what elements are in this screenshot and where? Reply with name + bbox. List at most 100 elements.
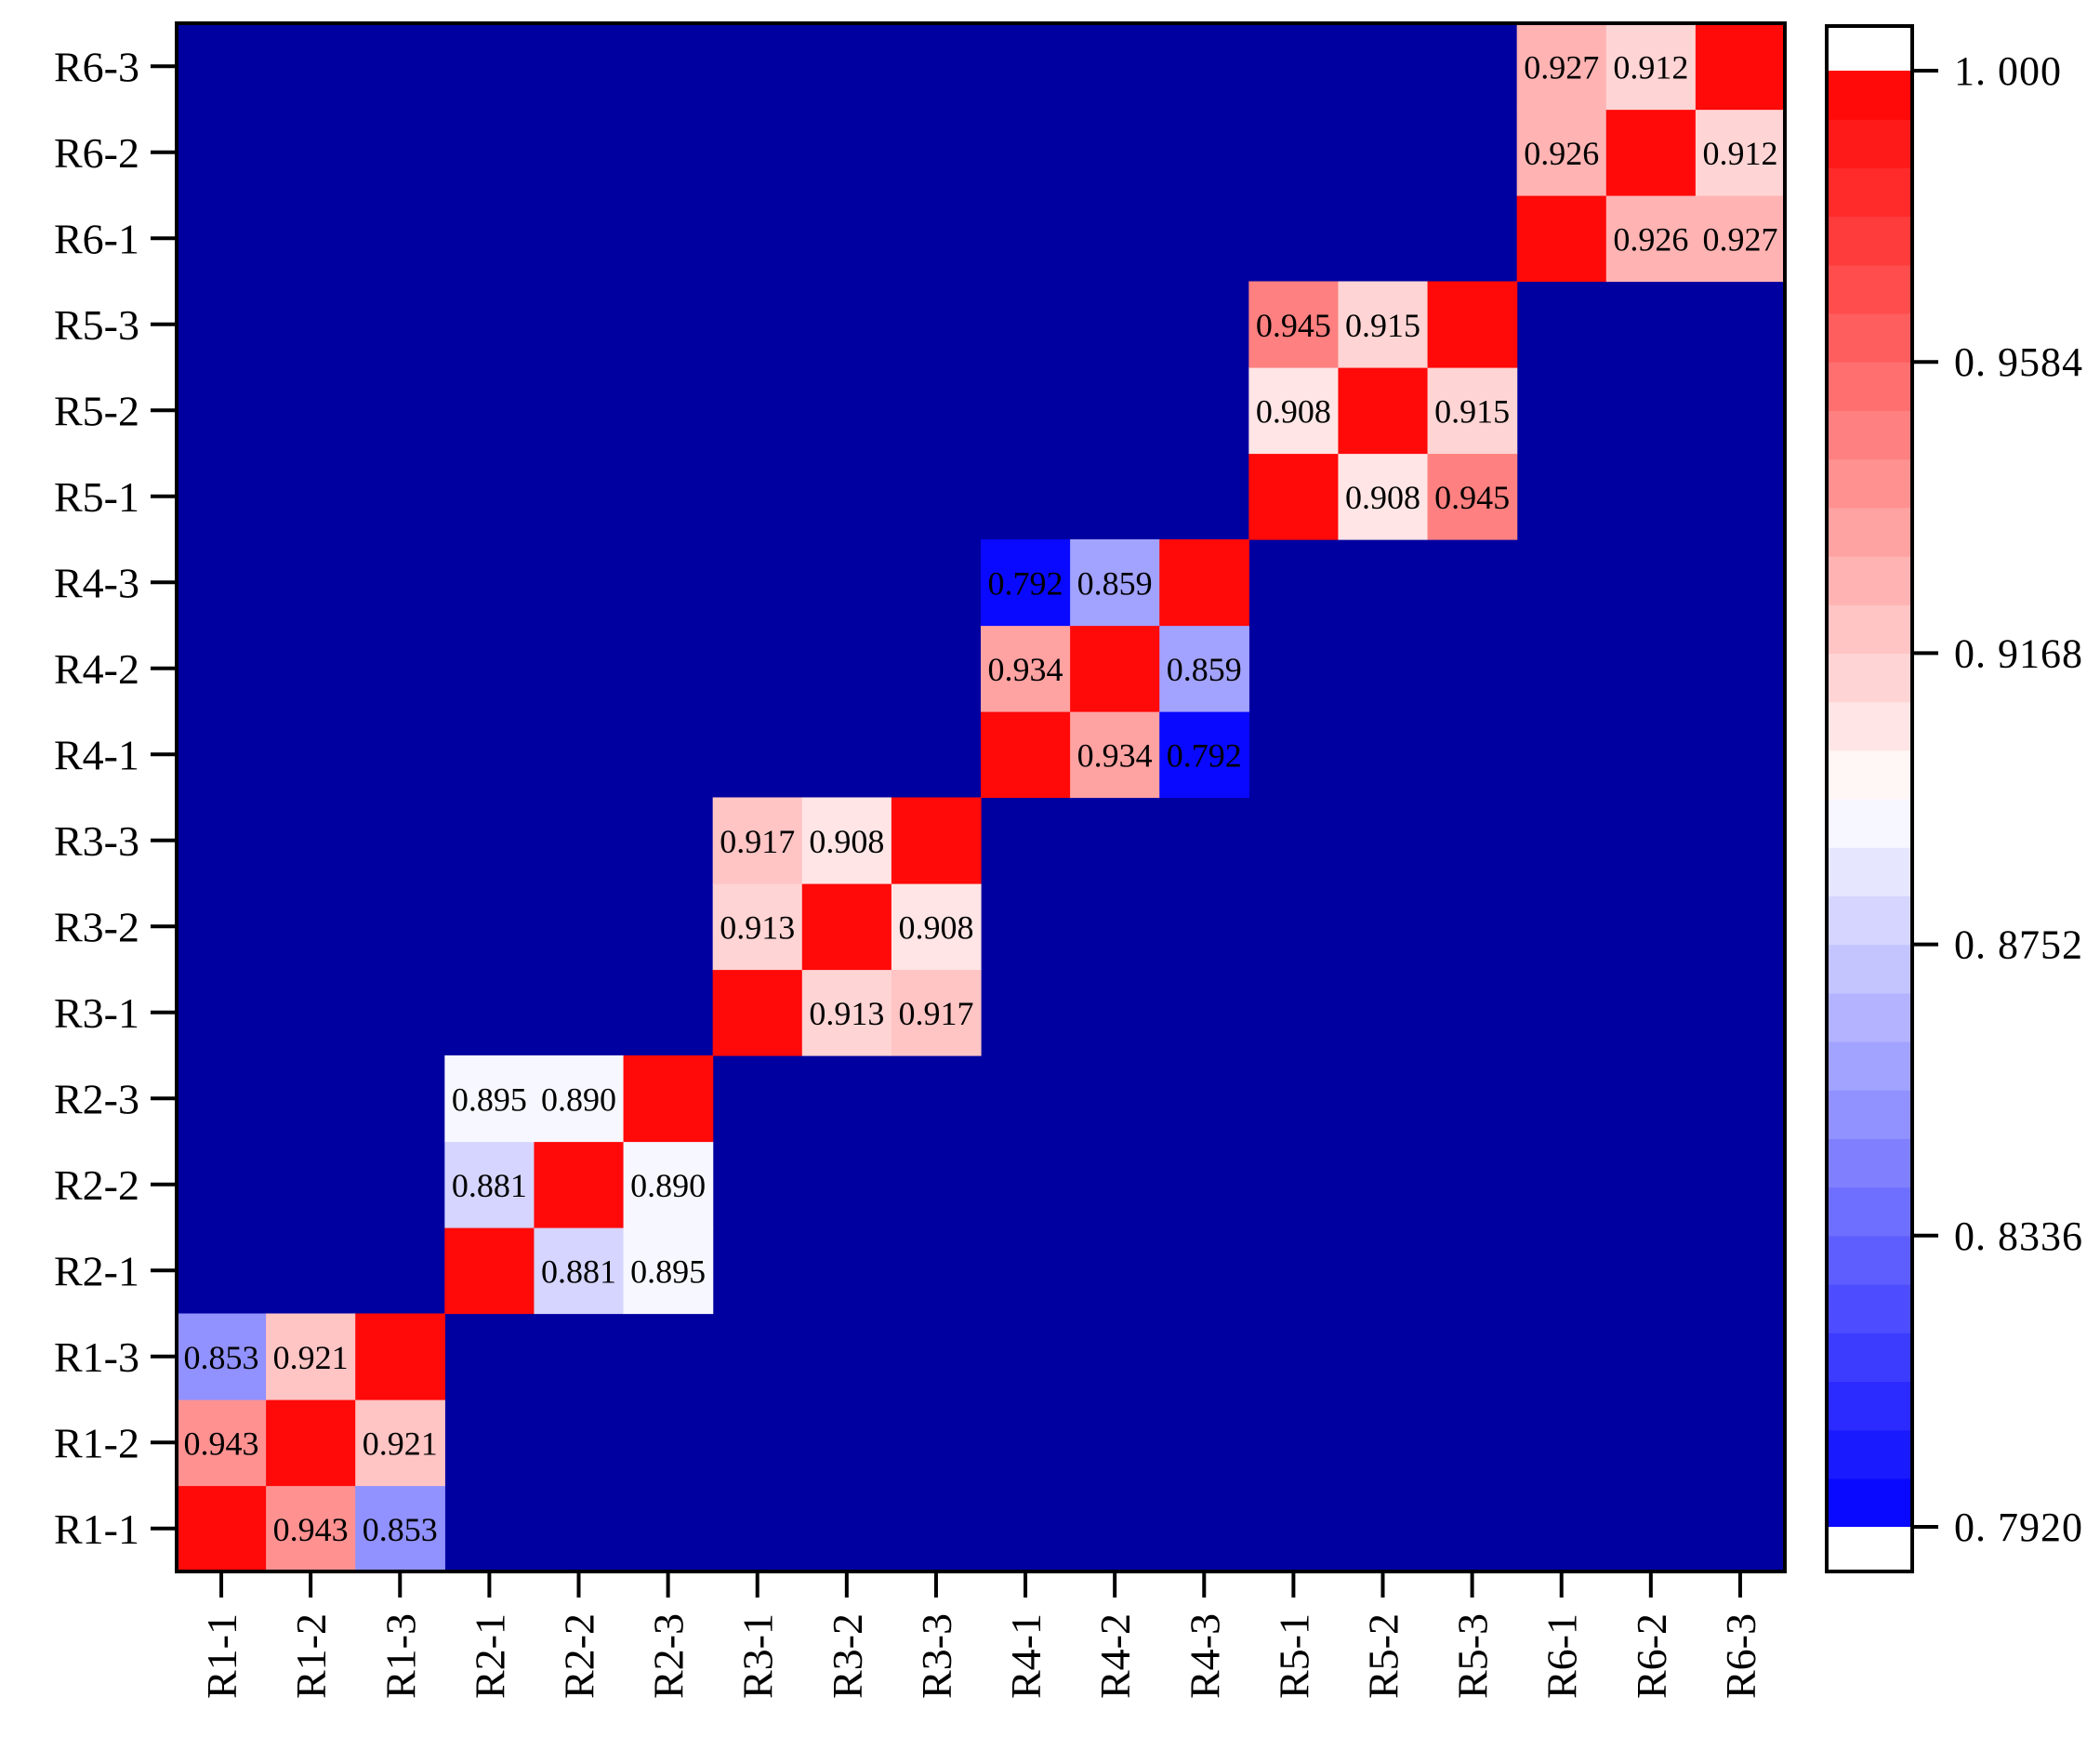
heatmap-cell: [801, 883, 892, 971]
heatmap-cell: [266, 1485, 356, 1572]
heatmap-cell: [981, 711, 1071, 799]
cell-value-label: 0.912: [1702, 135, 1777, 172]
x-tick-label: R5-1: [1270, 1613, 1317, 1699]
colorbar-tick-label: 0. 9584: [1954, 339, 2083, 385]
colorbar-level: [1827, 313, 1912, 363]
y-tick-label: R5-1: [54, 473, 139, 521]
heatmap-cell: [801, 969, 892, 1056]
cell-value-label: 0.913: [809, 995, 884, 1032]
heatmap-cell: [534, 1141, 625, 1228]
cell-value-label: 0.908: [1345, 479, 1420, 516]
colorbar-frame: [1825, 24, 1914, 1573]
heatmap-cell: [1427, 453, 1518, 540]
y-tick-label: R6-2: [54, 129, 139, 177]
heatmap-cell: [1159, 539, 1249, 627]
cell-value-label: 0.912: [1613, 48, 1688, 86]
colorbar-level: [1827, 1333, 1912, 1382]
y-tick-label: R4-2: [54, 645, 139, 693]
y-tick-label: R4-3: [54, 559, 139, 606]
heatmap-cell: [1338, 453, 1429, 540]
cell-value-label: 0.926: [1613, 220, 1688, 258]
heatmap-cell: [981, 625, 1071, 712]
heatmap-cell: [623, 1055, 714, 1143]
colorbar-level: [1827, 167, 1912, 218]
heatmap-cell: [1070, 539, 1160, 627]
colorbar-level: [1827, 701, 1912, 751]
cell-value-label: 0.921: [273, 1339, 349, 1376]
heatmap-cell: [891, 883, 982, 971]
heatmap-cell: [1338, 367, 1429, 455]
colorbar-level: [1827, 749, 1912, 800]
y-tick-label: R6-1: [54, 215, 139, 262]
heatmap-cell: [1605, 23, 1697, 111]
x-tick-label: R3-1: [734, 1613, 782, 1699]
cell-value-label: 0.927: [1702, 220, 1777, 258]
colorbar-level: [1827, 992, 1912, 1042]
colorbar-level: [1827, 362, 1912, 411]
heatmap-cell: [355, 1485, 445, 1572]
y-tick-label: R2-1: [54, 1247, 139, 1294]
heatmap-cell: [177, 1399, 267, 1487]
heatmap-cell: [712, 969, 803, 1056]
heatmap-cell: [712, 883, 803, 971]
cell-value-label: 0.792: [1167, 736, 1242, 774]
colorbar-level: [1827, 944, 1912, 994]
heatmap-cell: [1427, 281, 1518, 368]
colorbar-level: [1827, 604, 1912, 654]
cell-value-label: 0.792: [988, 564, 1063, 602]
y-tick-label: R1-3: [54, 1333, 139, 1381]
x-tick-label: R2-2: [556, 1613, 603, 1699]
x-tick-label: R1-1: [198, 1613, 245, 1699]
heatmap-cell: [891, 797, 982, 884]
heatmap-cell: [801, 797, 892, 884]
heatmap-cell: [1070, 711, 1160, 799]
heatmap-cell: [623, 1227, 714, 1315]
cell-value-label: 0.908: [1256, 392, 1331, 430]
heatmap-cell: [623, 1141, 714, 1228]
colorbar-level: [1827, 1235, 1912, 1285]
cell-value-label: 0.945: [1434, 479, 1510, 516]
colorbar-tick-label: 1. 000: [1954, 48, 2062, 94]
colorbar-tick-label: 0. 7920: [1954, 1505, 2083, 1550]
y-tick-label: R2-2: [54, 1161, 139, 1209]
heatmap-cell: [712, 797, 803, 884]
colorbar-level: [1827, 1187, 1912, 1237]
cell-value-label: 0.915: [1345, 307, 1420, 344]
heatmap-cell: [1695, 195, 1786, 283]
colorbar-tick-label: 0. 8336: [1954, 1213, 2083, 1259]
heatmap-cell: [444, 1055, 535, 1143]
heatmap-cell: [1605, 195, 1697, 283]
cell-value-label: 0.859: [1077, 564, 1153, 602]
y-tick-label: R4-1: [54, 731, 139, 778]
colorbar-level: [1827, 556, 1912, 605]
colorbar-tick-label: 0. 8752: [1954, 922, 2083, 968]
heatmap-cell: [444, 1141, 535, 1228]
y-tick-label: R5-3: [54, 301, 139, 349]
heatmap-cell: [534, 1055, 625, 1143]
x-tick-label: R5-2: [1360, 1613, 1407, 1699]
colorbar-level: [1827, 71, 1912, 120]
cell-value-label: 0.890: [541, 1081, 616, 1118]
y-tick-label: R5-2: [54, 387, 139, 434]
cell-value-label: 0.908: [809, 823, 884, 860]
cell-value-label: 0.853: [363, 1511, 438, 1548]
plot-area: 0.943 0.853 0.943 0.921 0.853 0.921 0.881 0.895…: [175, 21, 1787, 1573]
heatmap-cell: [534, 1227, 625, 1315]
heatmap-cell: [1248, 367, 1340, 455]
colorbar-cap-top: [1827, 26, 1912, 71]
x-tick-label: R4-2: [1091, 1613, 1139, 1699]
colorbar-level: [1827, 1429, 1912, 1479]
cell-value-label: 0.917: [898, 995, 973, 1032]
x-tick-label: R3-2: [824, 1613, 871, 1699]
cell-value-label: 0.943: [273, 1511, 349, 1548]
cell-value-label: 0.895: [630, 1253, 706, 1290]
heatmap-cell: [355, 1399, 445, 1487]
heatmap-cell: [355, 1313, 445, 1400]
colorbar-tick-label: 0. 9168: [1954, 630, 2083, 676]
y-tick-label: R2-3: [54, 1075, 139, 1122]
colorbar-level: [1827, 1138, 1912, 1188]
x-tick-label: R6-3: [1717, 1613, 1764, 1699]
colorbar-level: [1827, 1478, 1912, 1528]
cell-value-label: 0.908: [898, 908, 973, 946]
